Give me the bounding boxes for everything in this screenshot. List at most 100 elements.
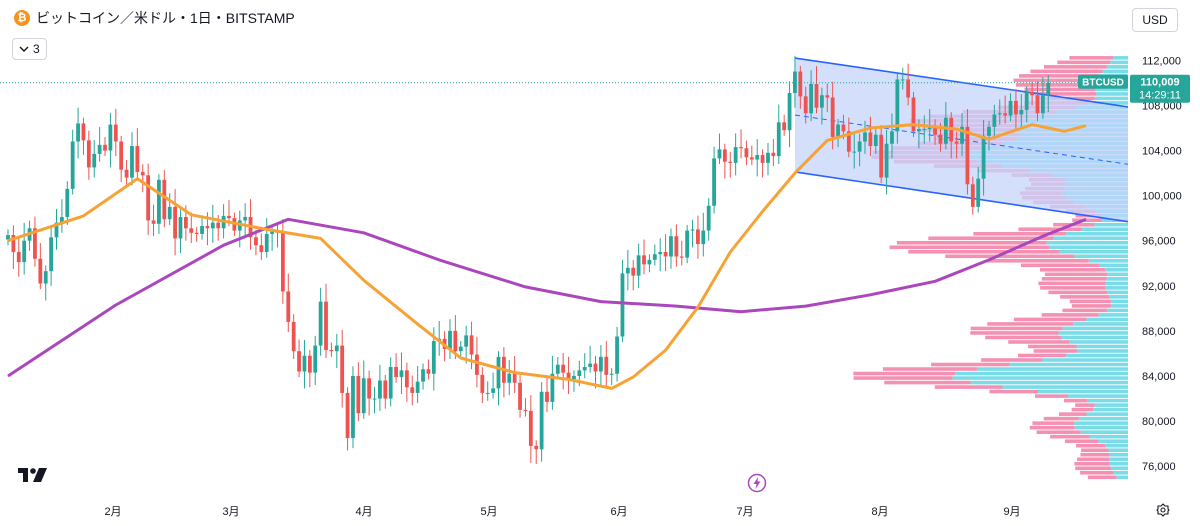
volume-profile-up-bar [1059,249,1128,254]
candle-body [361,378,366,414]
long-moving-average-line[interactable] [7,217,1087,378]
candle-body [297,351,301,372]
candle-body [717,149,722,159]
candle-body [620,273,625,337]
candle-body [210,222,215,229]
candle-body [825,95,830,98]
candle-body [113,124,118,142]
candle-body [906,79,911,98]
indicator-count: 3 [33,42,40,56]
candle-body [103,144,107,151]
volume-profile-down-bar [1074,461,1110,466]
volume-profile-up-bar [1109,457,1128,462]
candle-body [873,134,878,146]
candle-body [528,410,533,446]
short-moving-average-line[interactable] [7,123,1087,390]
candle-body [593,363,598,372]
candle-body [167,206,172,220]
price-tick-label: 84,000 [1142,371,1176,383]
volume-profile-down-bar [970,331,1059,335]
candle-body [1024,91,1029,110]
candle-body [404,370,409,388]
channel-upper-line[interactable] [794,57,1200,119]
volume-profile-down-bar [1020,263,1100,268]
price-tick-label: 104,000 [1142,146,1182,158]
candle-body [512,373,517,383]
candle-body [43,271,48,284]
price-axis[interactable]: 112,000 108,000 104,000 100,000 96,000 92,000… [0,55,1190,473]
currency-button[interactable]: USD [1132,8,1178,32]
volume-profile-down-bar [1038,281,1106,286]
candle-body [674,236,679,257]
time-axis[interactable]: 2月 3月 4月 5月 6月 7月 8月 9月 [104,506,1020,518]
last-price-badge [1130,74,1190,103]
gear-icon[interactable] [1156,503,1170,517]
volume-profile-down-bar [1013,78,1096,83]
time-tick-label: 4月 [355,506,372,518]
volume-profile-down-bar [1041,277,1107,281]
volume-profile-up-bar [1061,335,1128,340]
volume-profile-down-bar [928,236,1054,241]
volume-profile-up-bar [1116,475,1128,480]
volume-profile-up-bar [1094,222,1128,227]
volume-profile-down-bar [1050,434,1090,439]
candle-body [846,131,851,152]
candle-body [485,392,490,394]
volume-profile-down-bar [908,249,1060,254]
candle-body [151,220,156,224]
volume-profile-down-bar [1062,308,1107,313]
volume-profile-down-bar [1029,425,1075,430]
candle-body [555,364,560,374]
volume-profile-up-bar [1102,69,1128,74]
candle-body [421,369,425,382]
symbol-title[interactable]: ビットコイン／米ドル・1日・BITSTAMP [36,10,295,26]
candle-body [836,124,840,137]
volume-profile-down-bar [973,231,1067,236]
candle-body [890,131,894,144]
volume-profile-up-bar [1110,60,1128,65]
candle-body [216,222,221,229]
candle-body [1040,95,1045,114]
channel-middle-line [794,114,1128,165]
volume-profile-down-bar [1033,92,1097,96]
candle-body [572,376,576,380]
candle-body [11,235,16,252]
volume-profile-down-bar [1028,344,1077,349]
volume-profile-up-bar [1088,258,1128,263]
candle-body [86,140,91,168]
candle-body [992,114,997,127]
candle-body [286,291,291,322]
candle-body [194,232,199,234]
candle-body [183,217,188,229]
lightning-icon[interactable] [747,473,767,493]
candle-body [16,251,21,263]
volume-profile-down-bar [1080,452,1110,457]
candle-body [448,330,452,349]
volume-profile-down-bar [1060,295,1110,299]
channel-lower-line[interactable] [794,171,1200,234]
volume-profile-up-bar [1105,443,1128,448]
volume-profile-up-bar [1049,245,1128,250]
candle-body [388,366,393,399]
candle-body [480,374,485,393]
candle-body [372,398,377,400]
volume-profile-up-bar [1042,358,1128,362]
candle-body [38,258,43,284]
volume-profile-down-bar [987,322,1074,326]
candle-body [819,95,824,108]
candle-body [755,155,760,160]
candle-body [900,79,905,81]
volume-profile-down-bar [896,240,1047,245]
candle-body [609,373,614,375]
candle-body [615,336,619,374]
candle-body [895,79,900,132]
candle-body [917,129,921,132]
candle-body [54,222,59,238]
volume-profile-down-bar [1030,69,1103,74]
indicators-toggle-button[interactable]: 3 [12,38,47,60]
volume-profile-down-bar [1043,416,1079,421]
volume-profile-up-bar [1074,421,1128,425]
candle-body [22,240,27,263]
tradingview-logo-icon[interactable] [18,466,50,484]
